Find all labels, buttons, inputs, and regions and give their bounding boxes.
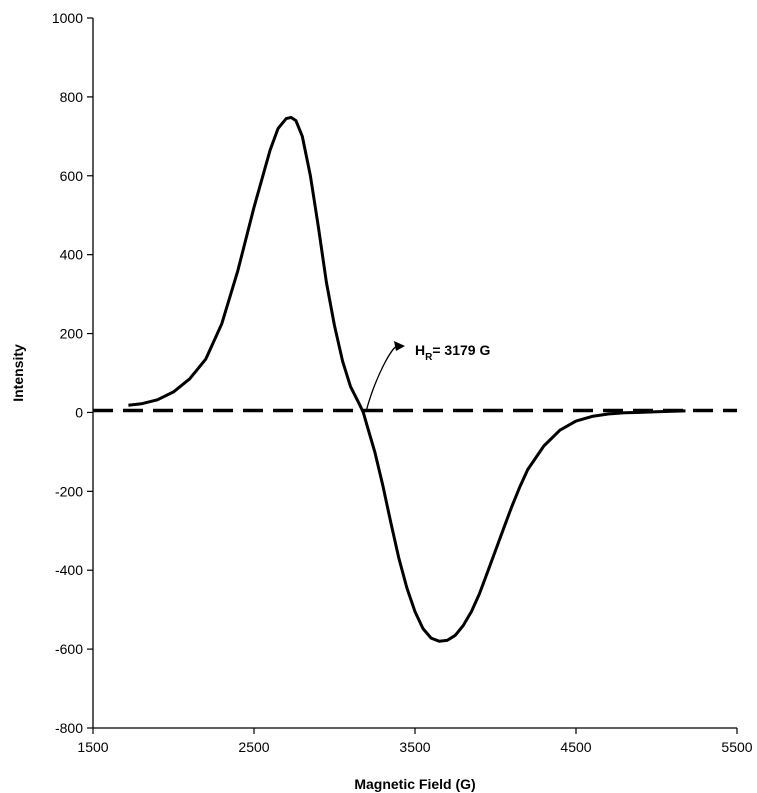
- annotation-value: = 3179 G: [432, 342, 490, 358]
- y-tick-label: 200: [60, 326, 84, 342]
- annotation-layer: HR= 3179 G: [365, 341, 490, 411]
- series-layer: [93, 115, 737, 643]
- annotation-h: H: [415, 342, 425, 358]
- y-tick-label: 0: [75, 404, 83, 420]
- y-tick-label: 400: [60, 247, 84, 263]
- tick-labels: -800 -600 -400 -200 0 200 400 600 800 1000 1500 250…: [52, 10, 753, 755]
- x-axis-label: Magnetic Field (G): [354, 776, 475, 792]
- annotation-subscript: R: [425, 352, 433, 363]
- tick-marks: [87, 17, 738, 734]
- y-tick-label: -600: [55, 641, 83, 657]
- x-tick-label: 3500: [399, 739, 430, 755]
- annotation-arrow: [365, 345, 398, 411]
- x-tick-label: 2500: [238, 739, 269, 755]
- axes: [92, 18, 737, 729]
- y-axis-label: Intensity: [10, 344, 26, 402]
- y-tick-label: 600: [60, 168, 84, 184]
- y-tick-label: -800: [55, 720, 83, 736]
- resonance-field-annotation: HR= 3179 G: [415, 342, 490, 363]
- y-tick-label: 1000: [52, 10, 83, 26]
- x-tick-label: 1500: [77, 739, 108, 755]
- y-tick-label: -400: [55, 562, 83, 578]
- spectrum-line: [128, 115, 686, 643]
- annotation-arrowhead: [394, 341, 405, 351]
- y-tick-label: 800: [60, 89, 84, 105]
- x-tick-label: 4500: [560, 739, 591, 755]
- y-tick-label: -200: [55, 483, 83, 499]
- x-tick-label: 5500: [721, 739, 752, 755]
